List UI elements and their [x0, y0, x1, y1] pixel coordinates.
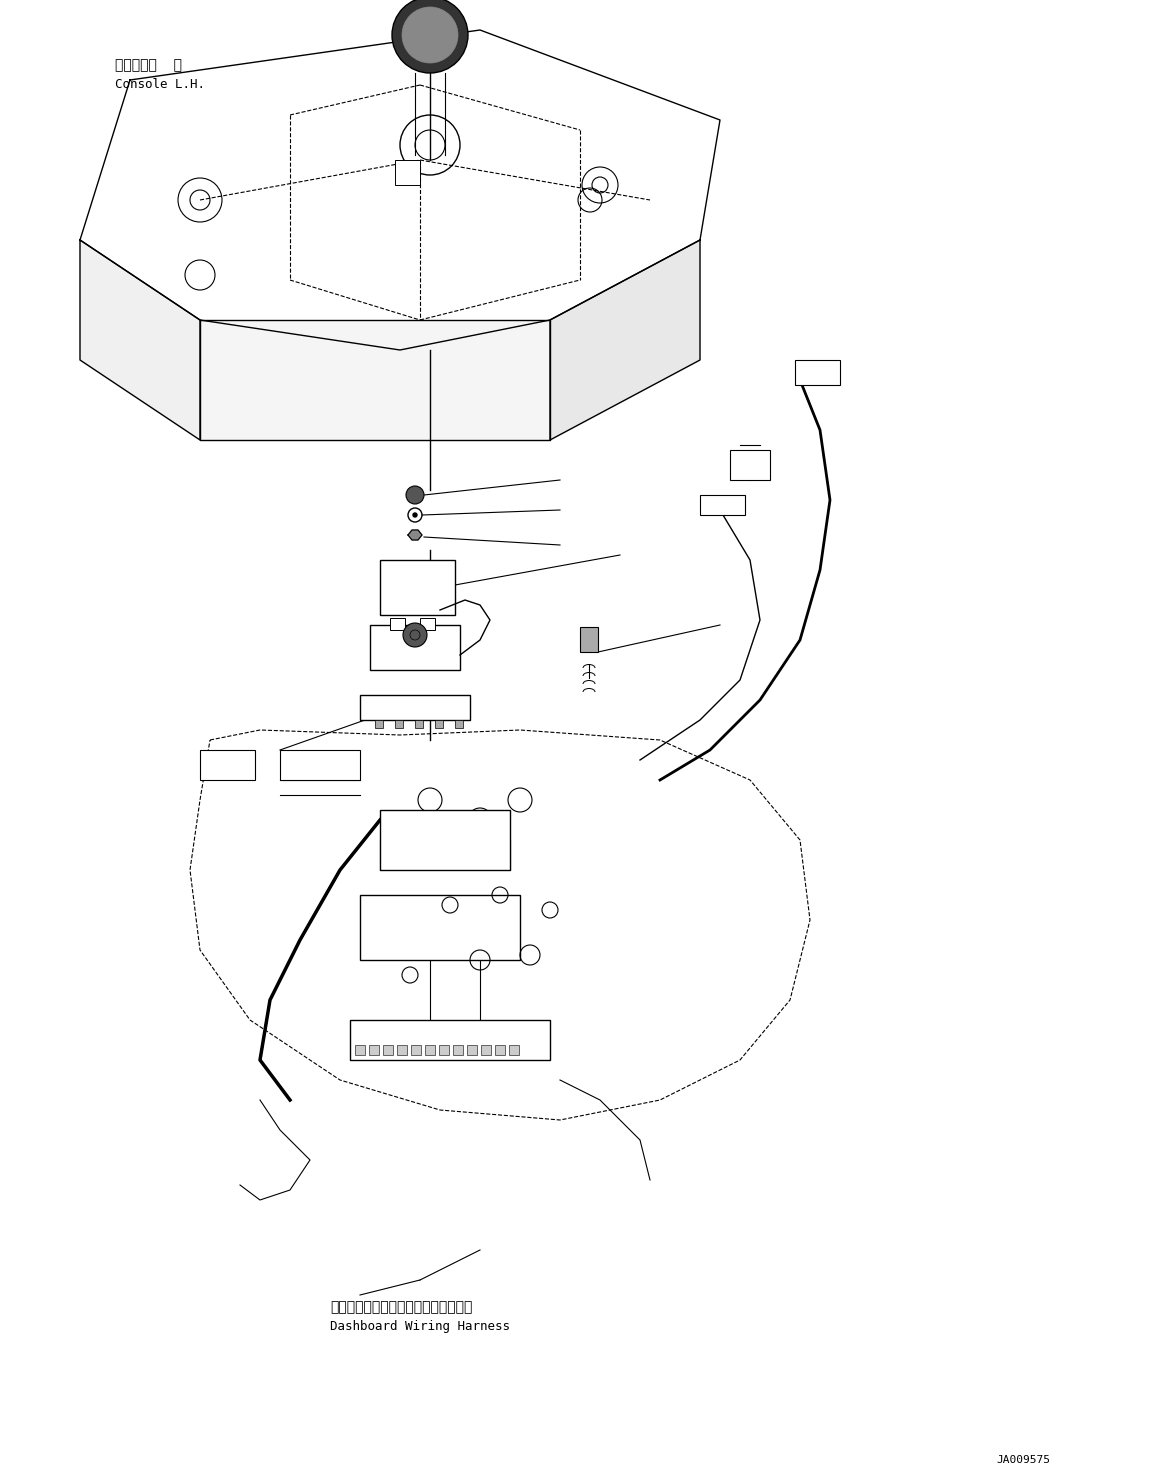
Bar — [200, 749, 255, 781]
Polygon shape — [200, 321, 550, 439]
Bar — [383, 1045, 393, 1055]
Bar — [438, 1045, 449, 1055]
Circle shape — [402, 7, 458, 62]
Polygon shape — [550, 240, 700, 439]
Bar — [495, 1045, 505, 1055]
Bar — [455, 720, 463, 729]
Bar — [424, 1045, 435, 1055]
Polygon shape — [80, 30, 720, 350]
Bar — [730, 450, 770, 479]
Bar — [380, 559, 455, 614]
Text: Console L.H.: Console L.H. — [115, 79, 205, 91]
Bar — [280, 749, 361, 781]
Bar — [481, 1045, 491, 1055]
Polygon shape — [408, 530, 422, 540]
Circle shape — [404, 623, 427, 647]
Bar — [361, 695, 470, 720]
Circle shape — [406, 485, 424, 505]
Bar — [411, 1045, 421, 1055]
Bar — [355, 1045, 365, 1055]
Bar — [795, 361, 840, 384]
Bar — [390, 617, 405, 631]
Bar — [700, 496, 745, 515]
Circle shape — [392, 0, 468, 73]
Bar — [370, 625, 461, 669]
Circle shape — [413, 513, 418, 516]
Bar — [380, 810, 511, 870]
Bar — [395, 720, 404, 729]
Text: JA009575: JA009575 — [996, 1454, 1050, 1465]
Bar — [420, 617, 435, 631]
Polygon shape — [80, 240, 200, 439]
Text: Dashboard Wiring Harness: Dashboard Wiring Harness — [330, 1319, 511, 1333]
Bar — [454, 1045, 463, 1055]
Bar — [395, 160, 420, 186]
Bar — [415, 720, 423, 729]
Bar — [435, 720, 443, 729]
Bar — [350, 1020, 550, 1060]
Bar — [468, 1045, 477, 1055]
Text: ダッシュボードワイヤリングハーネス: ダッシュボードワイヤリングハーネス — [330, 1300, 472, 1313]
Bar — [369, 1045, 379, 1055]
Bar — [374, 720, 383, 729]
Bar — [361, 895, 520, 960]
Text: コンソール  左: コンソール 左 — [115, 58, 181, 73]
Bar — [397, 1045, 407, 1055]
Bar — [580, 628, 598, 651]
Bar — [509, 1045, 519, 1055]
